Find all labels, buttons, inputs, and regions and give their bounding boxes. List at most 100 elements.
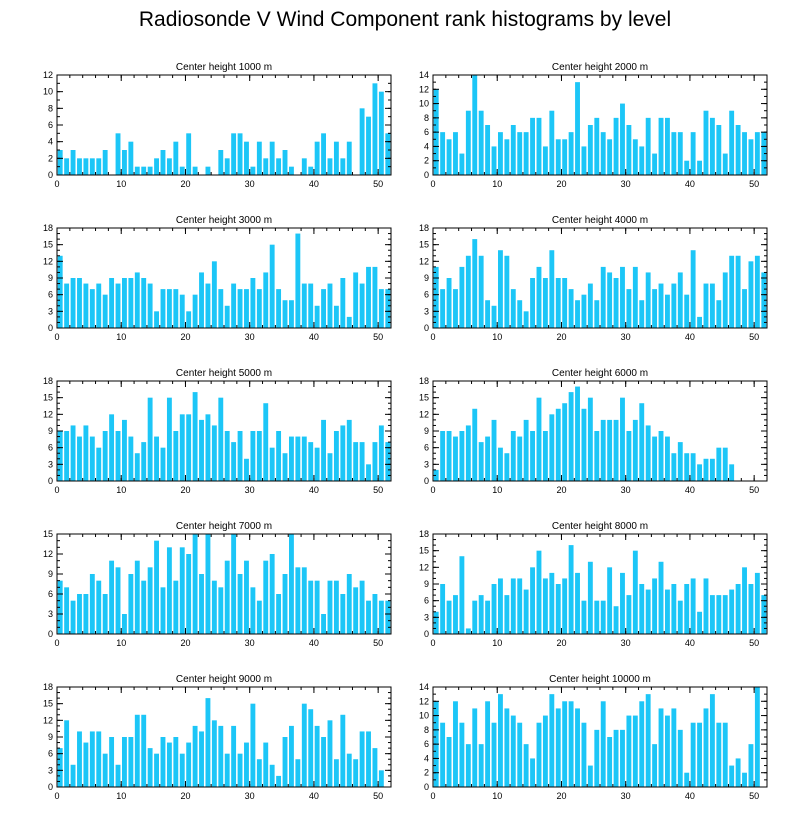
bar (690, 453, 696, 481)
bar (555, 139, 561, 175)
bar (218, 587, 224, 634)
bar (244, 742, 249, 787)
bar (549, 250, 555, 328)
x-tick-label: 20 (556, 179, 566, 189)
panel-title: Center height 2000 m (552, 62, 648, 73)
bar (70, 764, 76, 787)
bar (530, 117, 535, 175)
bar (378, 425, 384, 481)
bar (237, 289, 243, 328)
panel-title: Center height 6000 m (552, 368, 648, 379)
x-tick-label: 10 (116, 179, 126, 189)
bar (652, 436, 658, 481)
bar (269, 554, 275, 634)
bar (321, 737, 326, 787)
y-tick-label: 10 (419, 99, 429, 109)
x-tick-label: 10 (116, 485, 126, 495)
bar (504, 255, 510, 328)
bar (613, 117, 619, 175)
y-tick-label: 12 (419, 562, 429, 572)
bar (122, 278, 127, 328)
y-tick-label: 2 (424, 156, 429, 166)
bar (575, 572, 580, 634)
x-tick-label: 0 (430, 638, 435, 648)
bar (340, 278, 346, 328)
bar (173, 737, 179, 787)
bar (237, 431, 243, 481)
bar (748, 139, 754, 175)
bar (378, 770, 384, 787)
bar (729, 765, 735, 787)
bar (690, 722, 696, 787)
bar (716, 125, 722, 175)
panel-5: Center height 5000 m 0 10 20 30 40 50 0 3 6 9 12 15 1… (43, 368, 392, 495)
y-tick-label: 15 (419, 240, 429, 250)
bar (160, 150, 166, 175)
bar (754, 572, 760, 634)
bar (378, 289, 384, 328)
bar (83, 742, 89, 787)
y-tick-label: 3 (424, 612, 429, 622)
bar (308, 442, 314, 481)
bar (346, 316, 352, 328)
bar (256, 759, 262, 787)
bar (333, 141, 339, 175)
bar (607, 737, 613, 787)
bar (658, 431, 664, 481)
bar (340, 594, 346, 634)
bar (250, 431, 256, 481)
panel-title: Center height 7000 m (176, 521, 272, 532)
bar (620, 729, 625, 787)
bar (581, 408, 587, 481)
x-tick-label: 0 (430, 791, 435, 801)
bar (478, 595, 484, 634)
bar (742, 289, 747, 328)
bar (141, 714, 147, 787)
bar (690, 250, 696, 328)
y-tick-label: 6 (424, 290, 429, 300)
bar (160, 289, 166, 328)
bar (697, 316, 702, 328)
bar (218, 289, 224, 328)
bar (478, 255, 484, 328)
bar (703, 708, 709, 787)
y-tick-label: 12 (419, 409, 429, 419)
y-tick-label: 12 (419, 84, 429, 94)
x-tick-label: 30 (245, 638, 255, 648)
bar (729, 110, 735, 175)
bar (645, 272, 651, 328)
bar (256, 141, 262, 175)
bar (327, 453, 333, 481)
bar (327, 720, 333, 787)
bar (600, 266, 606, 328)
bar (658, 283, 664, 328)
y-tick-label: 0 (424, 323, 429, 333)
y-tick-label: 15 (43, 529, 53, 539)
x-tick-label: 0 (54, 638, 59, 648)
x-tick-label: 20 (556, 485, 566, 495)
bar (517, 722, 523, 787)
bar (491, 305, 497, 328)
bar (372, 266, 378, 328)
bar (716, 595, 722, 634)
bar (154, 753, 159, 787)
y-tick-label: 4 (424, 141, 429, 151)
bar (600, 701, 606, 787)
bar (70, 425, 76, 481)
bar (109, 278, 115, 328)
bar (301, 283, 307, 328)
bar (729, 255, 735, 328)
bar (575, 386, 580, 481)
bar (186, 133, 192, 175)
bar (491, 722, 497, 787)
bar (485, 600, 491, 634)
figure-title: Radiosonde V Wind Component rank histogr… (138, 8, 672, 31)
bar (173, 289, 179, 328)
x-tick-label: 40 (309, 638, 319, 648)
bar (523, 132, 529, 175)
bar (250, 703, 256, 787)
bar (523, 419, 529, 481)
bar (128, 278, 134, 328)
bar (549, 694, 555, 787)
bar (179, 753, 185, 787)
